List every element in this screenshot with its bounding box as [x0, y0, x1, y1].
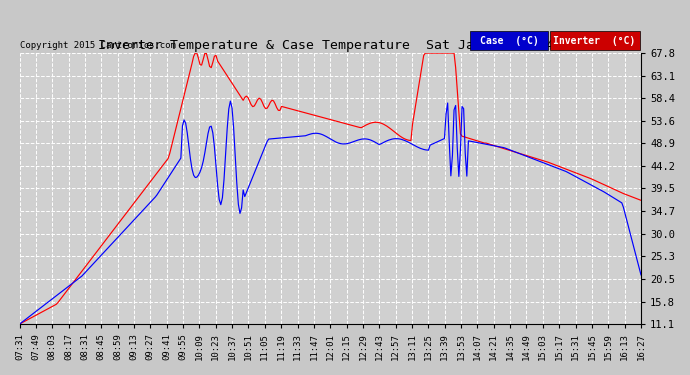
Text: Case  (°C): Case (°C) [480, 36, 539, 46]
Title: Inverter Temperature & Case Temperature  Sat Jan 17  16:46: Inverter Temperature & Case Temperature … [98, 39, 562, 52]
Text: Inverter  (°C): Inverter (°C) [553, 36, 635, 46]
FancyBboxPatch shape [550, 32, 640, 50]
Text: Copyright 2015 Cartronics.com: Copyright 2015 Cartronics.com [19, 41, 175, 50]
FancyBboxPatch shape [470, 32, 548, 50]
